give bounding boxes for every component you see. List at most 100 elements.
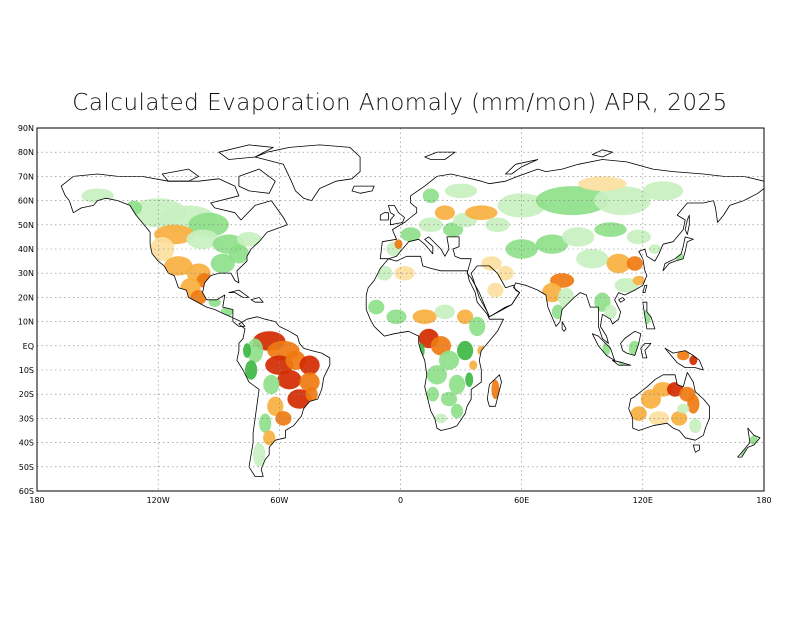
land-new-guinea-coastline bbox=[664, 347, 704, 371]
anomaly-patch bbox=[426, 386, 439, 402]
land-cuba-coastline bbox=[228, 289, 250, 298]
lat-tick-label: 50S bbox=[19, 463, 34, 472]
land-ireland-base bbox=[380, 212, 389, 220]
land-philippines-coastline bbox=[642, 301, 656, 330]
anomaly-patch bbox=[394, 239, 403, 249]
lat-tick-label: 60N bbox=[18, 197, 34, 206]
anomaly-patch bbox=[299, 372, 320, 392]
land-taiwan-coastline bbox=[642, 284, 648, 294]
map-title: Calculated Evaporation Anomaly (mm/mon) … bbox=[72, 90, 728, 116]
coastline-layer bbox=[60, 144, 764, 477]
anomaly-patch bbox=[440, 391, 458, 407]
anomaly-patch bbox=[150, 236, 175, 262]
anomaly-patch bbox=[465, 205, 498, 220]
anomaly-patch bbox=[481, 256, 502, 271]
anomaly-patch bbox=[247, 338, 264, 363]
anomaly-fill-layer bbox=[61, 144, 764, 477]
anomaly-patch bbox=[243, 343, 251, 358]
anomaly-patch bbox=[448, 374, 466, 395]
anomaly-patch bbox=[677, 403, 690, 414]
anomaly-patch bbox=[253, 442, 266, 467]
anomaly-patch bbox=[689, 355, 698, 366]
anomaly-patch bbox=[236, 232, 262, 247]
anomaly-patch bbox=[469, 360, 478, 371]
land-south-america-coastline bbox=[236, 316, 331, 477]
anomaly-patch bbox=[444, 183, 478, 199]
anomaly-patch bbox=[562, 227, 595, 247]
lat-tick-label: 50N bbox=[18, 221, 34, 230]
anomaly-patch bbox=[442, 222, 464, 237]
lat-tick-label: 90N bbox=[18, 124, 34, 133]
anomaly-patch bbox=[259, 413, 272, 433]
land-baffin-island-coastline bbox=[238, 168, 276, 194]
land-japan-coastline bbox=[662, 236, 694, 272]
land-java-coastline bbox=[612, 359, 632, 366]
land-hispaniola-coastline bbox=[250, 296, 264, 303]
lon-tick-label: 120E bbox=[633, 496, 653, 505]
anomaly-patch bbox=[263, 430, 276, 446]
gridline-layer bbox=[37, 128, 764, 491]
anomaly-patch bbox=[535, 186, 609, 216]
anomaly-patch bbox=[632, 275, 645, 286]
lat-tick-label: 10S bbox=[19, 366, 34, 375]
anomaly-patch bbox=[210, 253, 235, 274]
anomaly-patch bbox=[671, 411, 688, 426]
anomaly-patch bbox=[125, 200, 142, 216]
anomaly-patch bbox=[642, 181, 684, 201]
anomaly-patch bbox=[469, 316, 486, 337]
land-tasmania-coastline bbox=[692, 444, 700, 453]
anomaly-patch bbox=[164, 256, 193, 276]
land-ireland-coastline bbox=[379, 212, 389, 221]
lon-tick-label: 180 bbox=[29, 496, 44, 505]
lat-tick-label: 10N bbox=[18, 318, 34, 327]
anomaly-patch bbox=[245, 360, 258, 380]
land-severnaya-zemlya-base bbox=[592, 149, 613, 157]
land-victoria-island-base bbox=[162, 169, 199, 182]
land-africa-coastline bbox=[365, 255, 504, 431]
anomaly-patch bbox=[412, 309, 437, 325]
anomaly-patch bbox=[394, 265, 415, 281]
land-madagascar-coastline bbox=[486, 374, 502, 407]
anomaly-patch bbox=[400, 227, 421, 242]
anomaly-patch bbox=[263, 374, 280, 395]
land-ellesmere-island-base bbox=[218, 144, 274, 160]
land-novaya-zemlya-base bbox=[505, 159, 538, 174]
anomaly-patch bbox=[576, 249, 609, 269]
land-sulawesi-base bbox=[640, 343, 651, 358]
anomaly-patch bbox=[630, 406, 647, 421]
land-greenland-base bbox=[255, 144, 361, 201]
anomaly-patch bbox=[368, 299, 385, 315]
land-new-zealand-coastline bbox=[737, 427, 761, 458]
lon-tick-label: 180 bbox=[756, 496, 771, 505]
anomaly-patch bbox=[594, 222, 627, 237]
anomaly-patch bbox=[228, 244, 249, 264]
anomaly-patch bbox=[426, 365, 447, 385]
anomaly-patch bbox=[457, 309, 474, 325]
anomaly-patch bbox=[277, 370, 302, 390]
lon-tick-label: 0 bbox=[398, 496, 403, 505]
anomaly-patch bbox=[626, 256, 643, 271]
anomaly-patch bbox=[434, 413, 447, 424]
lat-tick-label: 40N bbox=[18, 245, 34, 254]
anomaly-patch bbox=[422, 188, 439, 204]
land-taiwan-base bbox=[642, 285, 647, 293]
lat-tick-label: 60S bbox=[19, 487, 34, 496]
longitude-labels: 180 120W 60W 0 60E 120E 180 bbox=[29, 496, 771, 505]
land-sakhalin-coastline bbox=[684, 214, 690, 235]
latitude-labels: 90N 80N 70N 60N 50N 40N 30N 20N 10N EQ 10S 20S 30S 40… bbox=[18, 124, 34, 496]
land-cuba-base bbox=[228, 290, 249, 298]
anomaly-patch bbox=[689, 418, 702, 434]
lat-tick-label: EQ bbox=[23, 342, 34, 351]
anomaly-patch bbox=[299, 355, 320, 375]
lat-tick-label: 80N bbox=[18, 148, 34, 157]
lat-tick-label: 30S bbox=[19, 414, 34, 423]
land-sumatra-coastline bbox=[591, 333, 615, 361]
anomaly-patch bbox=[578, 176, 627, 191]
lat-tick-label: 30N bbox=[18, 269, 34, 278]
anomaly-patch bbox=[626, 229, 651, 245]
anomaly-patch bbox=[267, 396, 284, 416]
lat-tick-label: 70N bbox=[18, 172, 34, 181]
land-severnaya-zemlya-coastline bbox=[591, 149, 613, 158]
anomaly-patch bbox=[418, 217, 443, 233]
